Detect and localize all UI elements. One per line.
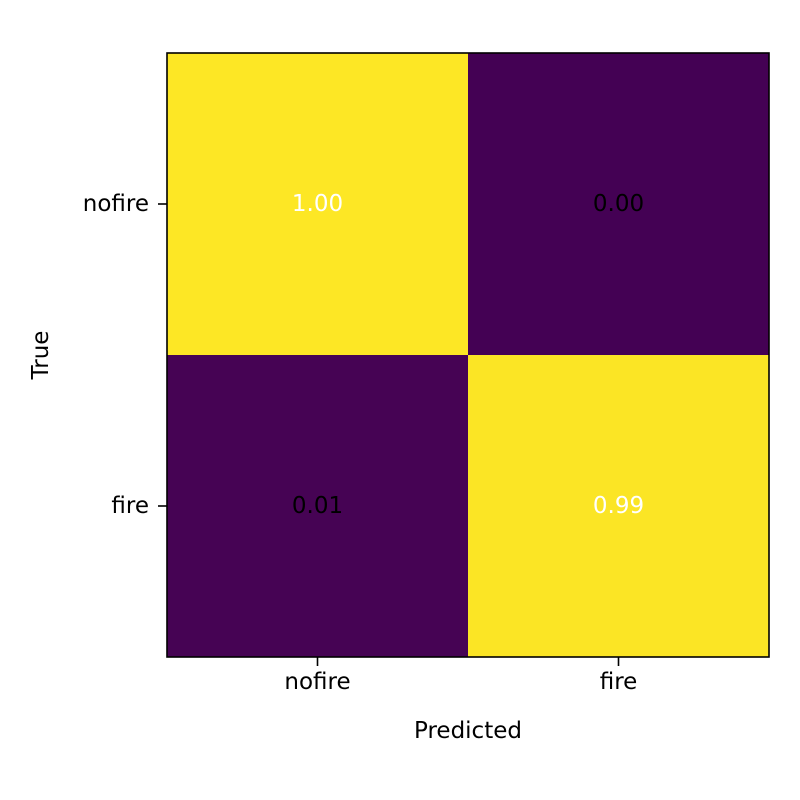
cell-value-label: 0.00	[593, 191, 644, 217]
x-axis-label: Predicted	[414, 718, 522, 744]
x-tick-label: fire	[600, 669, 638, 695]
heatmap-cells	[167, 53, 770, 658]
cell-value-label: 0.99	[593, 493, 644, 519]
plot-frame	[166, 52, 770, 658]
y-tick-label: fire	[111, 493, 149, 519]
heatmap-cell-fire-nofire	[167, 355, 469, 658]
cell-value-label: 1.00	[292, 191, 343, 217]
heatmap-cell-nofire-nofire	[167, 53, 469, 356]
y-axis-ticks: nofire fire	[83, 191, 167, 519]
heatmap-cell-nofire-fire	[468, 53, 770, 356]
cell-value-label: 0.01	[292, 493, 343, 519]
y-tick-label: nofire	[83, 191, 149, 217]
x-axis-ticks: nofire fire	[284, 657, 637, 695]
cell-value-labels: 1.00 0.00 0.01 0.99	[292, 191, 644, 519]
heatmap-cell-fire-fire	[468, 355, 770, 658]
x-tick-label: nofire	[284, 669, 350, 695]
y-axis-label: True	[28, 331, 54, 381]
